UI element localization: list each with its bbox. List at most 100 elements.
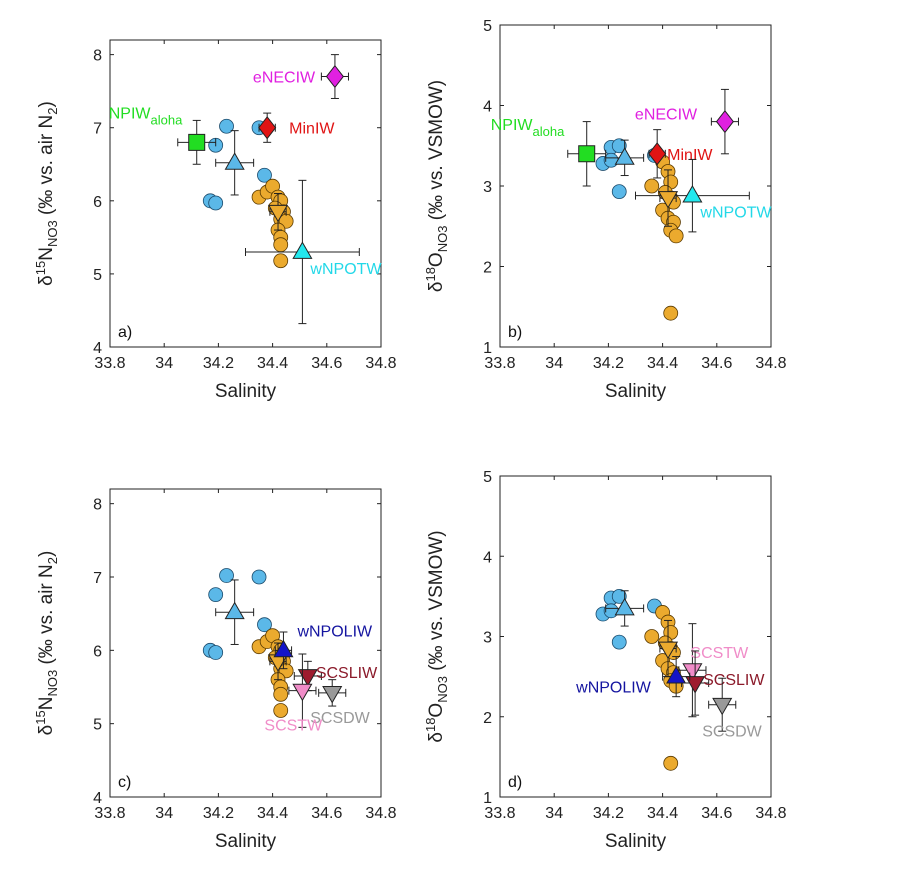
x-tick-label: 34 (545, 805, 563, 822)
label-main: MinIW (667, 147, 713, 164)
y-axis-label: δ15NNO3 (‰ vs. air N2) (33, 101, 60, 286)
axes-frame (109, 39, 382, 348)
orange-data-point (644, 178, 660, 194)
panel-label: d) (508, 774, 522, 791)
y-tick-label: 5 (483, 18, 492, 35)
y-axis-label-part: (‰ vs. VSMOW) (426, 80, 447, 226)
wnpotw-label: wNPOTW (699, 205, 772, 222)
label-main: SCSLIW (316, 665, 378, 682)
x-tick-label: 34 (155, 355, 173, 372)
y-axis-label-part: 2 (45, 108, 60, 115)
y-tick-label: 5 (93, 717, 102, 734)
x-tick-label: 33.8 (94, 805, 125, 822)
miniw-label: MinIW (667, 147, 713, 164)
y-axis-label-part: δ (36, 275, 57, 286)
label-main: SCSDW (702, 724, 762, 741)
npiw-marker (578, 145, 596, 163)
scsliw-marker (297, 669, 318, 687)
blue-data-point (251, 569, 267, 585)
y-tick-label: 8 (93, 48, 102, 65)
y-tick-label: 4 (483, 549, 492, 566)
axes-frame (109, 488, 382, 798)
scsdw-label: SCSDW (702, 724, 762, 741)
label-main: SCSDW (310, 710, 370, 727)
y-axis-label-part: 18 (423, 718, 438, 732)
panel-c: 33.8 34 34.2 34.4 34.6 34.8 4 5 6 7 8 Salinity δ15NN… (33, 488, 397, 852)
label-main: NPIW (109, 105, 152, 122)
orange-data-point (644, 629, 660, 644)
y-axis-label-part: δ (426, 282, 447, 293)
y-tick-label: 5 (93, 267, 102, 284)
npiw-label: NPIWaloha (491, 117, 565, 139)
y-axis-label-part: δ (36, 725, 57, 736)
y-axis-label-part: (‰ vs. air N (36, 564, 57, 670)
panel-d: 33.8 34 34.2 34.4 34.6 34.812345Salinityδ18ON… (423, 469, 787, 852)
x-tick-label: 34.4 (257, 805, 288, 822)
blue-data-point (611, 184, 627, 200)
x-tick-label: 33.8 (94, 355, 125, 372)
y-axis-label-part: O (426, 703, 447, 718)
blue-data-point (219, 118, 234, 134)
x-tick-label: 34.4 (647, 355, 678, 372)
label-main: eNECIW (253, 70, 316, 87)
y-axis-label-part: N (36, 247, 57, 261)
y-axis-label-part: NO3 (435, 226, 450, 253)
x-axis-label: Salinity (605, 831, 667, 852)
y-tick-label: 8 (93, 497, 102, 514)
wnpotw-marker (292, 241, 313, 259)
x-axis-label: Salinity (215, 831, 277, 852)
x-tick-label: 34.8 (365, 805, 396, 822)
wnpoliw-marker (666, 666, 687, 684)
blue-data-point (257, 167, 272, 183)
panel-a: 33.8 34 34.2 34.4 34.6 34.845678Salinityδ15NN… (33, 39, 397, 402)
y-axis-label-part: (‰ vs. air N (36, 115, 57, 221)
wnpoliw-label: wNPOLIW (575, 680, 652, 697)
y-tick-label: 3 (483, 179, 492, 196)
panel-label: a) (118, 324, 132, 341)
y-tick-label: 6 (93, 194, 102, 211)
blue-data-point (219, 568, 234, 583)
mean-marker (267, 204, 289, 223)
scstw-label: SCSTW (690, 645, 749, 662)
label-main: SCSTW (264, 718, 323, 735)
orange-data-point (668, 228, 684, 244)
y-axis-label: δ18ONO3 (‰ vs. VSMOW) (423, 530, 450, 742)
y-tick-label: 4 (483, 99, 492, 116)
y-axis-label: δ18ONO3 (‰ vs. VSMOW) (423, 80, 450, 292)
eneciw-label: eNECIW (253, 70, 316, 87)
wnpotw-label: wNPOTW (309, 261, 382, 278)
scsliw-marker (685, 676, 706, 694)
y-axis-label: δ15NNO3 (‰ vs. air N2) (33, 551, 60, 736)
y-tick-label: 1 (483, 790, 492, 807)
y-axis-label-part: 15 (33, 710, 48, 724)
npiw-marker (188, 133, 206, 151)
y-tick-label: 5 (483, 469, 492, 486)
panel-label: c) (118, 774, 131, 791)
wnpotw-marker (682, 185, 703, 203)
y-tick-label: 4 (93, 340, 102, 357)
wnpoliw-label: wNPOLIW (296, 623, 373, 640)
scsliw-label: SCSLIW (316, 665, 378, 682)
blue-data-point (257, 617, 272, 633)
x-tick-label: 34.2 (593, 805, 624, 822)
label-main: wNPOTW (699, 205, 772, 222)
y-axis-label-part: δ (426, 732, 447, 743)
orange-data-point (663, 305, 679, 321)
y-axis-label-part: 15 (33, 261, 48, 275)
label-main: wNPOLIW (575, 680, 652, 697)
y-tick-label: 6 (93, 643, 102, 660)
x-tick-label: 34.4 (257, 355, 288, 372)
mean-marker (614, 597, 635, 616)
y-tick-label: 2 (483, 710, 492, 727)
blue-data-point (611, 634, 627, 650)
scstw-marker (292, 683, 313, 702)
panel-label: b) (508, 324, 522, 341)
blue-data-point (603, 603, 619, 619)
mean-marker (614, 147, 635, 165)
label-main: wNPOTW (309, 261, 382, 278)
miniw-marker (258, 116, 277, 140)
x-axis-label: Salinity (215, 381, 277, 402)
x-tick-label: 34 (155, 805, 173, 822)
scstw-label: SCSTW (264, 718, 323, 735)
y-axis-label-part: N (36, 697, 57, 711)
